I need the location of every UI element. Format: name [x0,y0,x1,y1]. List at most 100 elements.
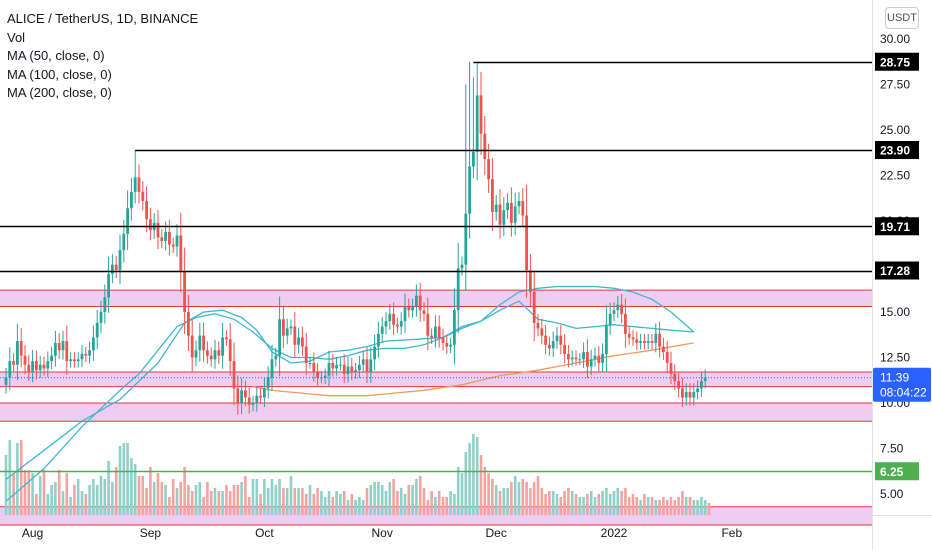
volume-bar [601,491,604,515]
candle-body [506,202,509,211]
candle-body [426,313,430,336]
candle-body [274,355,278,360]
volume-bar [502,488,506,515]
candle-body [441,337,445,343]
volume-bar [631,494,635,515]
volume-bar [316,488,319,515]
candle-body [658,333,661,347]
volume-bar [380,485,384,515]
candle-body [532,291,536,323]
candle-body [266,377,270,389]
candle-body [194,350,198,358]
candle-body [111,264,114,274]
legend-ma200: MA (200, close, 0) [7,85,112,100]
volume-bar [342,491,346,515]
volume-bar [468,443,471,515]
currency-button[interactable]: USDT [885,7,919,29]
candle [118,234,122,284]
candle-body [513,206,517,223]
candle [464,84,468,292]
volume-bar [643,494,646,515]
candle-body [50,355,53,362]
candle-body [578,359,582,361]
volume-bar [80,491,84,515]
candle [42,356,46,376]
volume-bar [202,497,205,515]
candle [540,318,544,345]
price-tick-label: 30.00 [880,32,910,46]
candle-body [35,361,38,371]
candle [396,317,399,334]
candle-body [563,344,566,354]
candle-body [654,333,658,343]
volume-bar [540,488,544,515]
candle [130,178,133,221]
volume-bar [525,482,528,515]
candle-body [472,151,475,167]
last-price-box [873,367,931,402]
level-label-text: 19.71 [880,220,910,234]
candle [263,377,266,407]
candle-body [684,392,688,398]
volume-bar [350,494,354,515]
candle [304,332,308,376]
candle [582,342,585,369]
candle [202,322,205,362]
candle-body [449,344,452,347]
volume-bar [323,497,327,515]
candle [681,377,684,407]
volume-bar [384,491,388,515]
volume-bar [259,494,262,515]
candle-body [27,364,31,373]
volume-bar [627,497,631,515]
candle [377,321,380,358]
price-tick-label: 15.00 [880,305,910,319]
volume-bar [149,467,152,515]
candle [270,344,274,391]
volume-bar [137,476,141,515]
volume-bar [54,482,57,515]
candle-body [703,377,707,382]
candle-body [171,244,175,247]
volume-bar [574,494,578,515]
candle-body [665,352,669,363]
candle-body [491,179,494,212]
candle [346,356,350,383]
volume-bar [703,500,707,515]
volume-bar [555,494,559,515]
volume-bar [179,482,183,515]
volume-bar [270,479,274,515]
volume-bar [198,482,202,515]
candle [502,197,506,237]
candle [339,358,342,371]
volume-bar [228,491,232,515]
candle-body [95,322,99,338]
candle-body [460,264,464,269]
volume-bar [293,488,297,515]
volume-bar [624,488,627,515]
candle [274,347,278,367]
candle [643,333,646,350]
candle [532,271,536,342]
candle-body [677,381,680,389]
candle [513,192,517,236]
candle-body [646,341,650,343]
candle-body [593,355,597,360]
candle-body [221,337,224,356]
candle-body [445,342,449,347]
volume-bar [35,494,38,515]
volume-bar [76,479,80,515]
volume-bar [396,491,399,515]
candle-body [456,268,460,311]
candle [605,305,608,372]
candle [529,253,532,307]
candle [297,327,300,354]
candle [84,346,88,363]
volume-bar [141,476,145,515]
volume-bar [27,470,31,515]
candle [631,330,635,346]
candle-body [69,359,72,362]
support-label-text: 6.25 [880,465,904,479]
